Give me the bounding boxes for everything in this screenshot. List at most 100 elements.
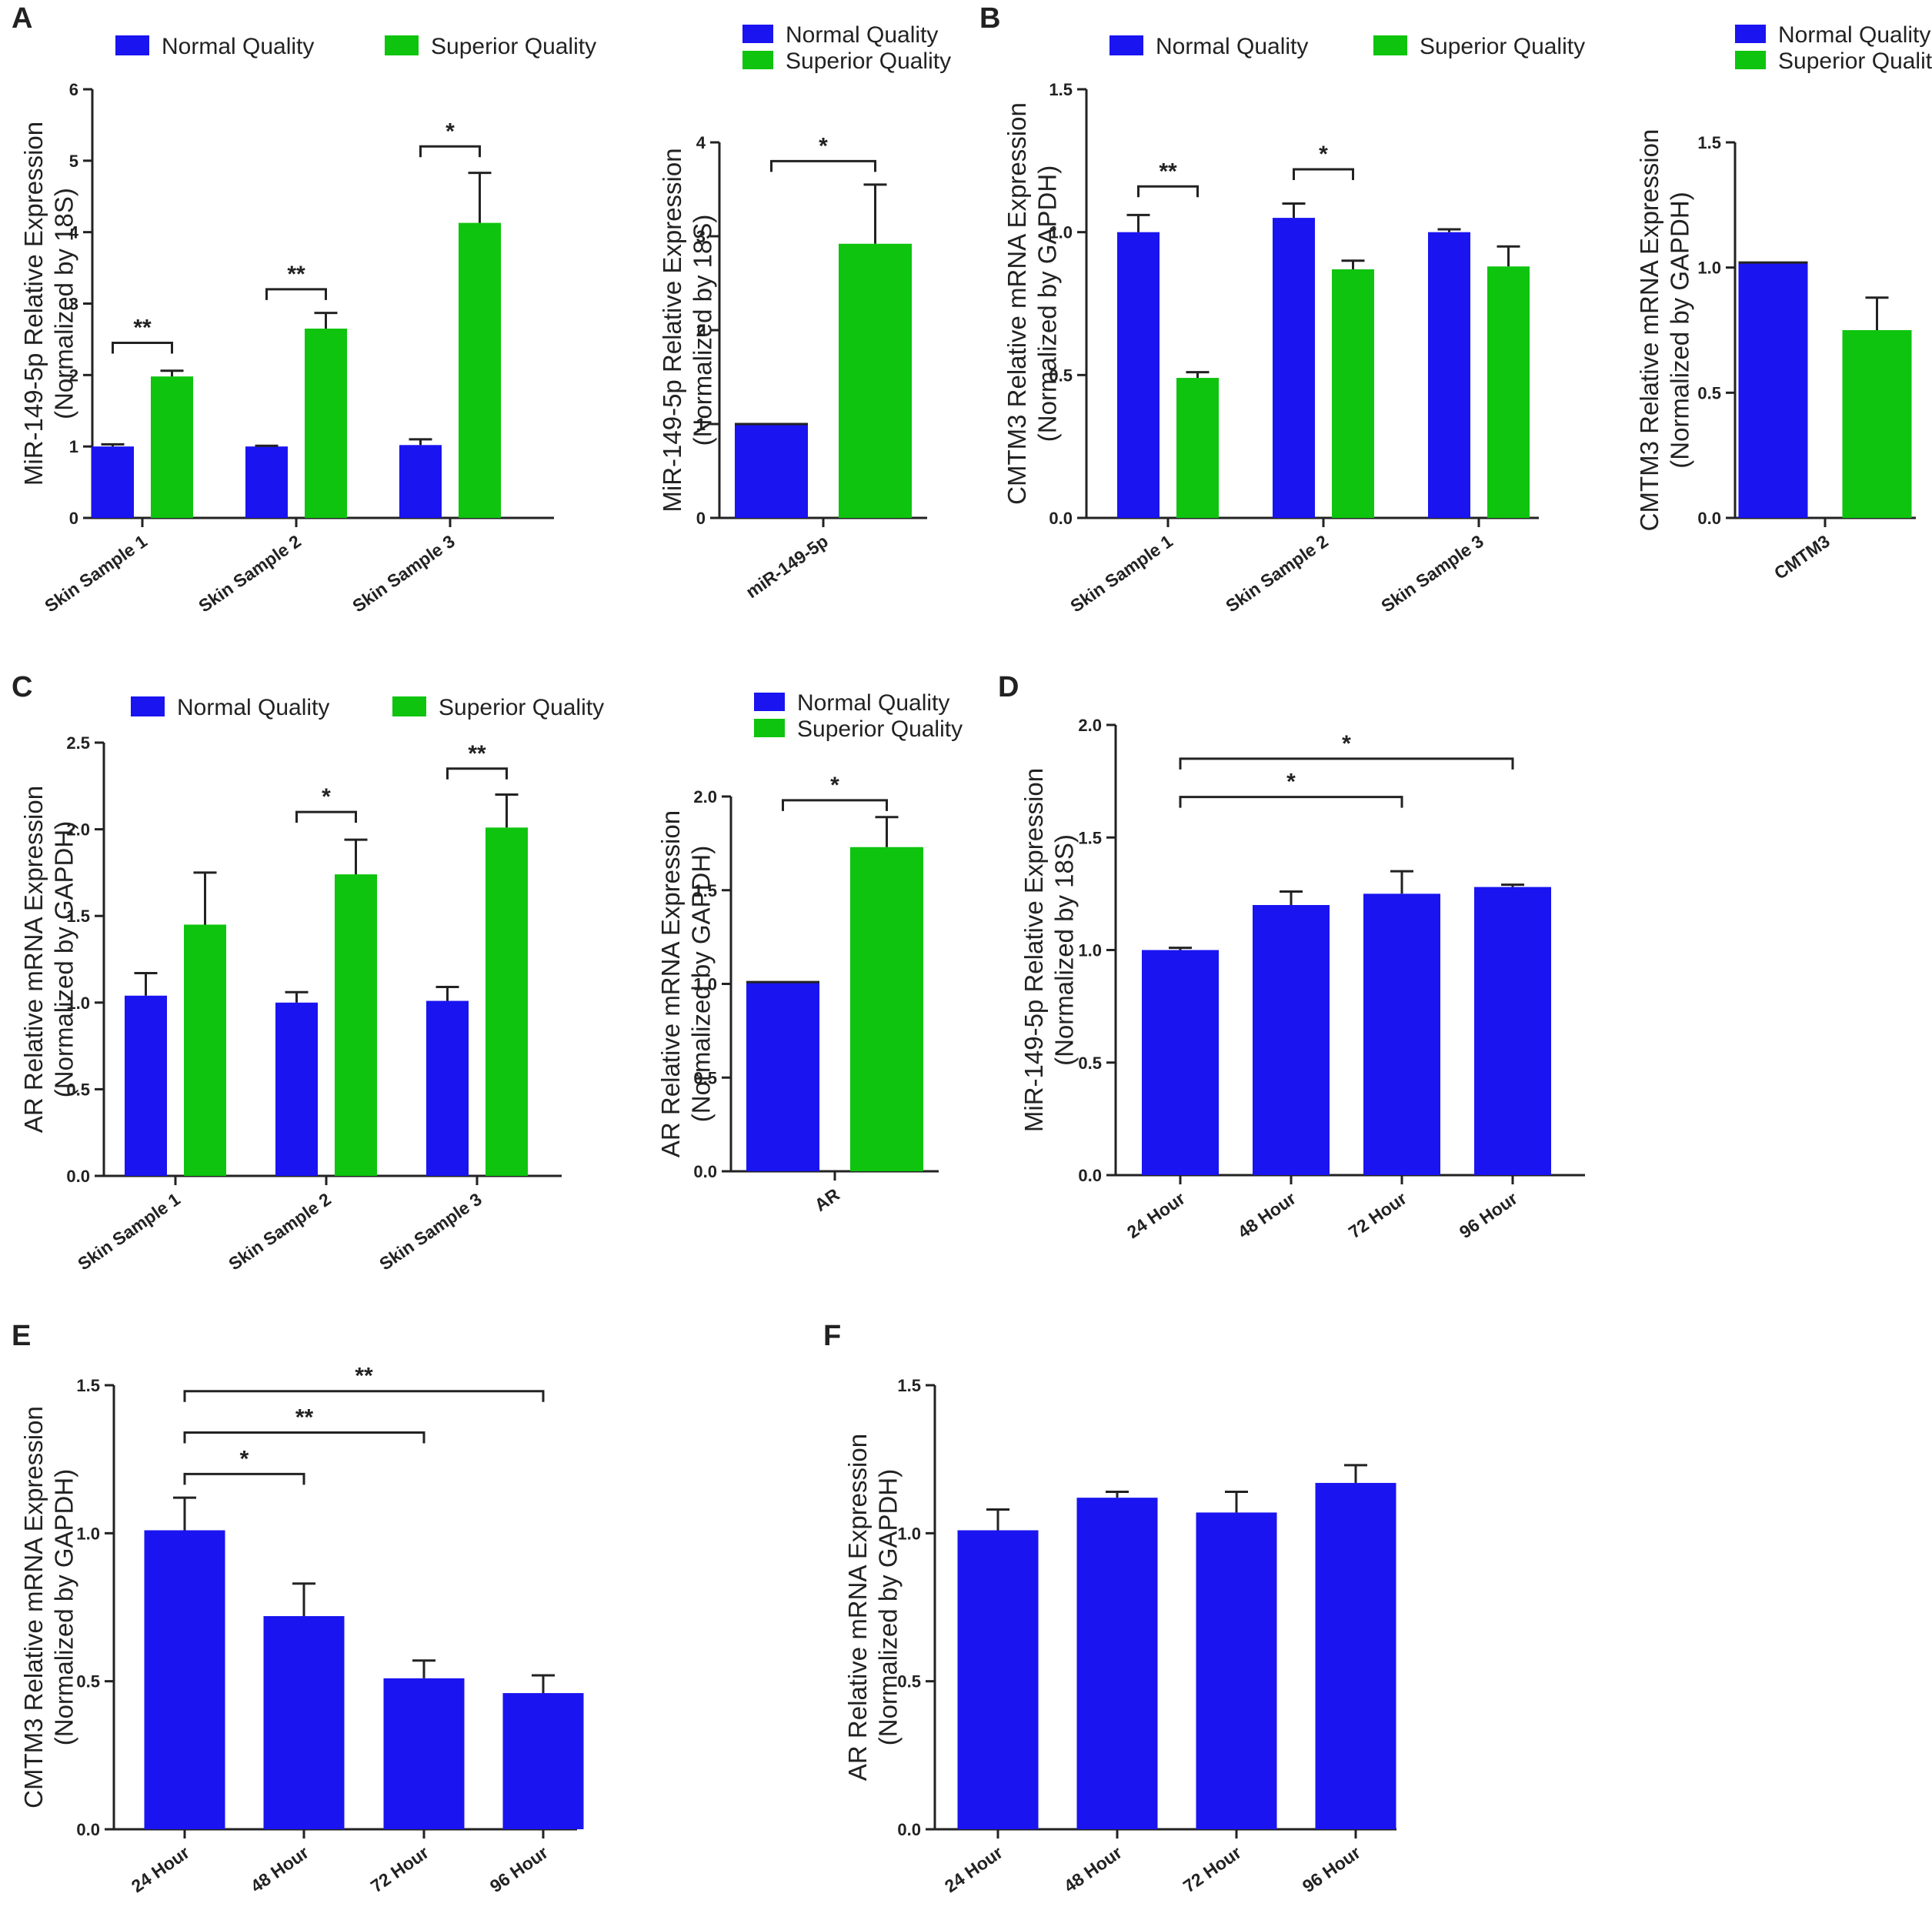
bar-normal — [1273, 218, 1315, 518]
legend-swatch-normal — [742, 25, 773, 43]
y-tick-label: 4 — [696, 133, 706, 152]
y-axis-title-line: (Normalized by GAPDH) — [874, 1469, 903, 1745]
panel-label-e: E — [12, 1320, 31, 1352]
y-tick-label: 2.0 — [1078, 716, 1102, 735]
y-axis-title: CMTM3 Relative mRNA Expression(Normalize… — [1635, 129, 1694, 532]
bar-superior — [184, 924, 226, 1176]
significance-bracket — [295, 810, 357, 823]
panel-label-b: B — [979, 2, 1000, 35]
legend-swatch-superior — [392, 696, 426, 716]
legend-label-superior: Superior Quality — [1778, 48, 1932, 74]
y-tick-label: 0.5 — [1078, 1054, 1102, 1073]
x-tick-label: Skin Sample 3 — [349, 531, 459, 616]
significance-bracket — [446, 767, 508, 780]
legend-swatch-superior — [742, 51, 773, 69]
x-tick-label: 48 Hour — [1060, 1842, 1126, 1896]
x-tick-label: 96 Hour — [1456, 1188, 1521, 1242]
bar-single — [957, 1530, 1039, 1829]
x-tick-label: AR — [811, 1184, 843, 1216]
x-tick-label: 96 Hour — [486, 1842, 552, 1896]
panel-label-f: F — [823, 1320, 841, 1352]
y-tick-label: 2 — [696, 321, 706, 340]
legend-swatch-superior — [385, 35, 419, 55]
significance-bracket — [1179, 796, 1403, 808]
bar-single — [1076, 1498, 1158, 1829]
legend-label-superior: Superior Quality — [439, 695, 604, 720]
y-tick-label: 1.5 — [1078, 828, 1102, 847]
significance-label: * — [1342, 731, 1351, 756]
bar-superior — [305, 328, 347, 518]
chart-d: D 0.0 0.5 1.0 1.5 2.0 MiR-149-5p Relative Expr… — [998, 671, 1585, 1242]
x-tick-label: Skin Sample 2 — [225, 1189, 335, 1274]
bar-normal — [92, 446, 134, 518]
legend-swatch-normal — [1735, 25, 1766, 43]
chart-b-left: B Normal Quality Superior Quality 0.0 0.5 1.0… — [979, 2, 1585, 616]
y-axis-title-line: AR Relative mRNA Expression — [19, 786, 48, 1133]
bar-single — [1253, 905, 1330, 1175]
bar-superior — [1332, 269, 1374, 518]
y-tick-label: 0 — [696, 509, 706, 528]
y-axis-title-line: MiR-149-5p Relative Expression — [658, 148, 686, 512]
y-axis-title-line: AR Relative mRNA Expression — [843, 1434, 872, 1781]
x-tick-label: 96 Hour — [1299, 1842, 1364, 1896]
legend-swatch-normal — [1109, 35, 1143, 55]
y-axis-title: CMTM3 Relative mRNA Expression(Normalize… — [19, 1406, 78, 1808]
bar-superior — [1487, 266, 1530, 518]
legend-label-superior: Superior Quality — [1420, 34, 1585, 59]
y-tick-label: 1.5 — [1049, 80, 1073, 99]
y-tick-label: 3 — [696, 227, 706, 246]
y-tick-label: 1.5 — [897, 1376, 921, 1395]
y-tick-label: 0.0 — [897, 1820, 921, 1839]
y-axis-title: AR Relative mRNA Expression(Normalized b… — [19, 786, 78, 1133]
significance-label: ** — [468, 741, 486, 766]
y-tick-label: 2.0 — [66, 820, 90, 840]
significance-label: * — [240, 1446, 249, 1471]
y-axis-title: MiR-149-5p Relative Expression(Normalize… — [1019, 768, 1079, 1132]
y-tick-label: 0.5 — [693, 1068, 717, 1087]
bar-single — [144, 1530, 225, 1829]
y-axis-title-line: (Normalized by GAPDH) — [50, 821, 78, 1097]
bar-normal — [125, 995, 167, 1176]
legend-label-normal: Normal Quality — [162, 34, 314, 59]
bar-single — [1315, 1482, 1396, 1829]
bar-superior — [151, 376, 193, 518]
y-axis-title: MiR-149-5p Relative Expression(Normalize… — [19, 122, 78, 486]
significance-bracket — [183, 1390, 545, 1402]
legend-swatch-superior — [1373, 35, 1407, 55]
y-axis-title: AR Relative mRNA Expression(Normalized b… — [843, 1434, 903, 1781]
panel-label-d: D — [998, 671, 1019, 703]
y-tick-label: 0.0 — [1697, 509, 1721, 528]
y-axis-title-line: (Normalized by 18S) — [689, 215, 717, 446]
y-tick-label: 0 — [69, 509, 78, 528]
bar-superior — [335, 874, 377, 1176]
y-tick-label: 1.0 — [76, 1524, 100, 1543]
y-tick-label: 1 — [696, 415, 706, 434]
significance-label: * — [1319, 142, 1328, 167]
y-axis-title-line: (Normalized by GAPDH) — [1666, 192, 1694, 468]
x-tick-label: 72 Hour — [1180, 1842, 1245, 1896]
bar-superior — [486, 827, 528, 1176]
bar-single — [1474, 887, 1551, 1175]
legend-label-superior: Superior Quality — [786, 48, 951, 74]
y-tick-label: 1.5 — [1697, 133, 1721, 152]
bar-normal — [275, 1002, 318, 1176]
y-tick-label: 1.0 — [693, 975, 717, 994]
bar-normal — [1428, 232, 1470, 518]
y-tick-label: 0.5 — [1697, 383, 1721, 402]
y-tick-label: 2.0 — [693, 787, 717, 807]
legend-label-normal: Normal Quality — [177, 695, 329, 720]
y-axis-title-line: MiR-149-5p Relative Expression — [19, 122, 48, 486]
y-tick-label: 2.5 — [66, 733, 90, 753]
y-tick-label: 1.5 — [66, 907, 90, 926]
y-tick-label: 1.5 — [693, 881, 717, 900]
x-tick-label: miR-149-5p — [742, 531, 831, 602]
significance-label: ** — [287, 262, 305, 287]
x-tick-label: CMTM3 — [1770, 531, 1834, 583]
legend-label-normal: Normal Quality — [1778, 22, 1930, 48]
significance-label: * — [445, 119, 455, 144]
chart-c-left: C Normal Quality Superior Quality 0.0 0.5 1.0… — [12, 671, 604, 1274]
significance-label: * — [819, 133, 828, 159]
legend-label-superior: Superior Quality — [431, 34, 596, 59]
y-axis-title-line: CMTM3 Relative mRNA Expression — [1003, 102, 1031, 505]
bar-superior — [459, 222, 501, 518]
